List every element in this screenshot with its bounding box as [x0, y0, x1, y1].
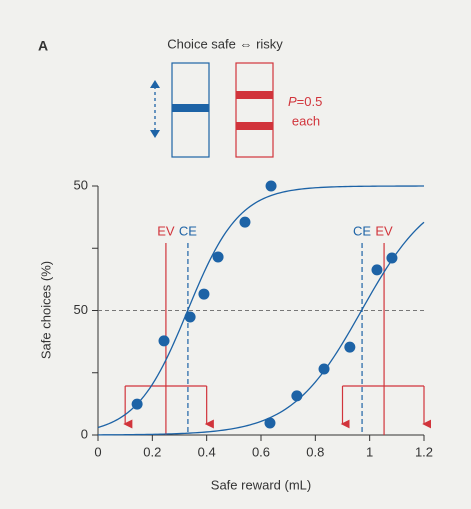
probability-note: each	[292, 113, 320, 128]
x-tick-label: 0.6	[252, 444, 270, 459]
y-tick-label: 50	[74, 177, 88, 192]
data-point	[131, 398, 143, 410]
data-point	[184, 311, 196, 323]
data-point	[158, 335, 170, 347]
data-point	[291, 390, 303, 402]
y-axis-label: Safe choices (%)	[38, 261, 53, 359]
safe-bar	[172, 104, 209, 112]
panel-label: A	[38, 38, 48, 54]
ev-label: EV	[157, 223, 175, 238]
x-tick-label: 1	[366, 444, 373, 459]
x-tick-label: 0.2	[143, 444, 161, 459]
x-tick-label: 1.2	[415, 444, 433, 459]
ce-label: CE	[353, 223, 371, 238]
y-tick-label: 50	[74, 302, 88, 317]
safe-stimulus	[150, 62, 210, 158]
data-point	[198, 288, 210, 300]
fit-curve	[97, 221, 425, 436]
arrow-head	[150, 80, 160, 88]
prob-value: =0.5	[297, 94, 323, 109]
data-point	[371, 264, 383, 276]
data-point	[239, 216, 251, 228]
x-tick-label: 0.8	[306, 444, 324, 459]
risky-bar	[236, 91, 273, 99]
y-tick-label: 0	[81, 426, 88, 441]
risky-bar	[236, 122, 273, 130]
data-point	[212, 251, 224, 263]
fit-curve	[97, 185, 424, 429]
stimulus-title: Choice safe ⇔ risky	[167, 36, 283, 51]
prob-symbol: P	[288, 94, 297, 109]
risky-box	[235, 62, 274, 158]
x-tick-label: 0	[94, 444, 101, 459]
x-axis-label: Safe reward (mL)	[211, 477, 311, 492]
data-point	[318, 363, 330, 375]
ce-label: CE	[179, 223, 197, 238]
arrow-head	[150, 130, 160, 138]
data-point	[386, 252, 398, 264]
x-tick-label: 0.4	[198, 444, 216, 459]
probability-label: P=0.5	[288, 94, 322, 109]
risky-stimulus: P=0.5 each	[235, 62, 322, 158]
data-point	[264, 417, 276, 429]
data-point	[344, 341, 356, 353]
ev-label: EV	[375, 223, 393, 238]
data-point	[265, 180, 277, 192]
